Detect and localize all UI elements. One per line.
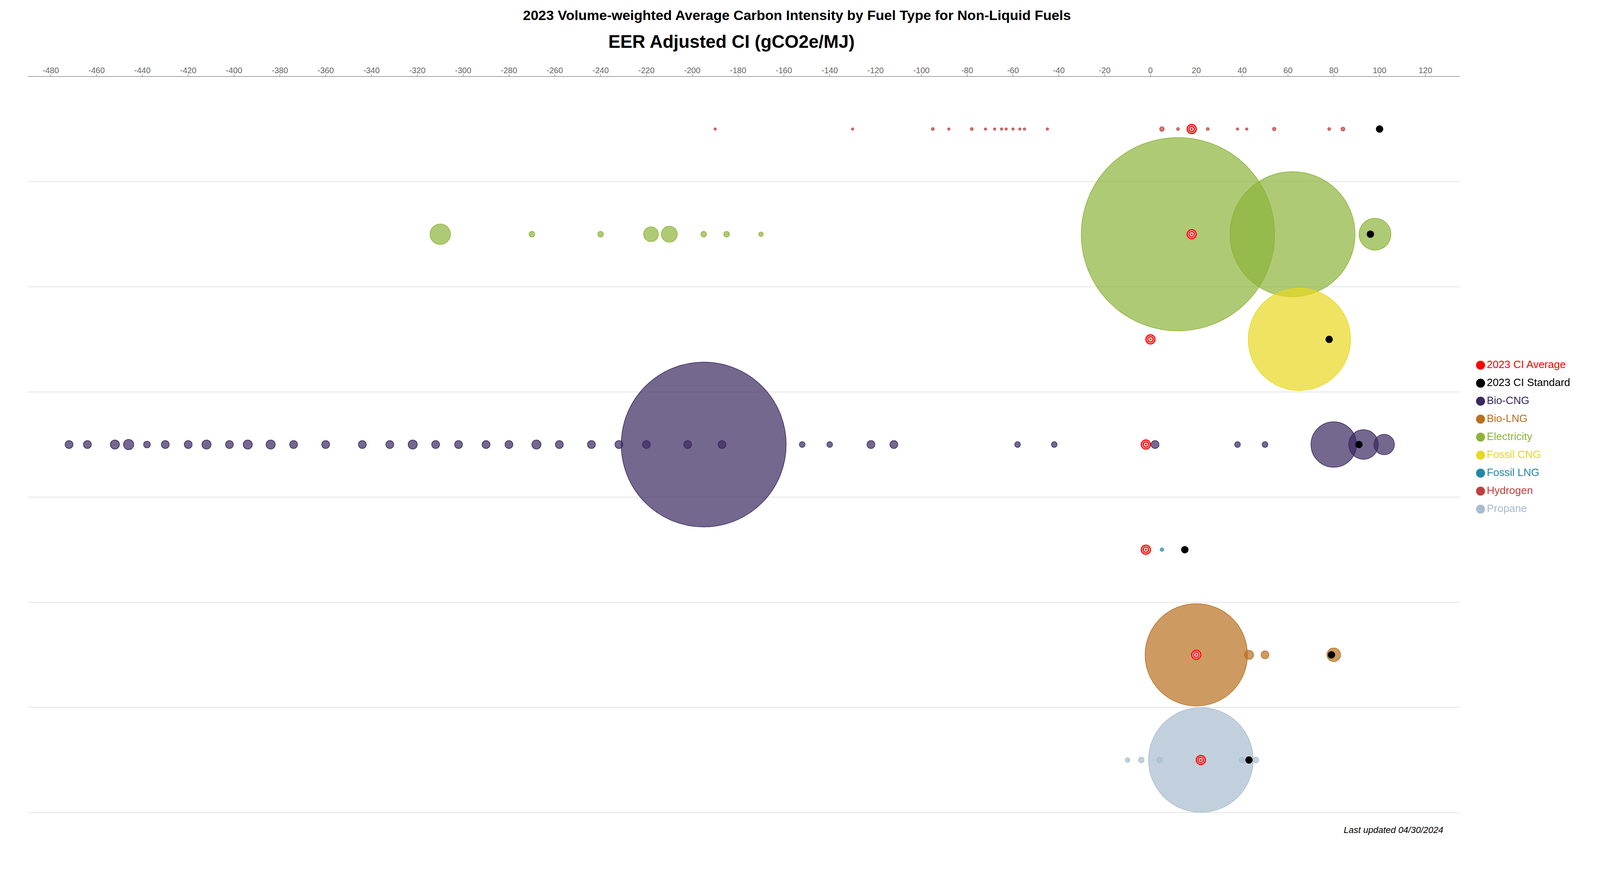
html-text:EER Adjusted CI (gCO2e/MJ): EER Adjusted CI (gCO2e/MJ): [608, 31, 855, 52]
svg-text:-280: -280: [500, 65, 518, 75]
svg-text:-480: -480: [42, 65, 59, 75]
svg-text:-340: -340: [363, 65, 380, 75]
svg-text:-100: -100: [913, 65, 930, 75]
html-text:Electricity: Electricity: [1486, 430, 1533, 443]
svg-text:-440: -440: [134, 65, 151, 75]
html-text:Fossil LNG: Fossil LNG: [1486, 466, 1540, 479]
svg-text:-80: -80: [961, 65, 974, 75]
html-text:Bio-CNG: Bio-CNG: [1486, 394, 1530, 407]
svg-text:-240: -240: [592, 65, 609, 75]
html-text:2023 CI Standard: 2023 CI Standard: [1486, 376, 1571, 389]
svg-text:-60: -60: [1007, 65, 1020, 75]
svg-text:20: 20: [1191, 65, 1201, 75]
svg-text:-260: -260: [546, 65, 563, 75]
svg-text:-380: -380: [271, 65, 289, 75]
svg-text:-140: -140: [821, 65, 838, 75]
svg-text:120: 120: [1418, 65, 1432, 75]
html-text:Fossil CNG: Fossil CNG: [1486, 448, 1542, 461]
svg-text:40: 40: [1237, 65, 1247, 75]
svg-text:-420: -420: [180, 65, 197, 75]
svg-text:-120: -120: [867, 65, 884, 75]
svg-text:-300: -300: [454, 65, 472, 75]
svg-text:60: 60: [1283, 65, 1293, 75]
html-text:Propane: Propane: [1486, 502, 1527, 515]
svg-text:-400: -400: [225, 65, 243, 75]
svg-text:-360: -360: [317, 65, 334, 75]
svg-text:-160: -160: [775, 65, 793, 75]
svg-text:-20: -20: [1098, 65, 1111, 75]
svg-text:-320: -320: [409, 65, 426, 75]
html-text:Last updated 04/30/2024: Last updated 04/30/2024: [1343, 825, 1444, 836]
svg-text:-40: -40: [1053, 65, 1065, 75]
html-text:Hydrogen: Hydrogen: [1486, 484, 1533, 497]
svg-text:-220: -220: [638, 65, 655, 75]
svg-text:100: 100: [1372, 65, 1387, 75]
html-text:2023 Volume-weighted Average C: 2023 Volume-weighted Average Carbon Inte…: [522, 7, 1071, 23]
svg-text:0: 0: [1148, 65, 1153, 75]
html-text:2023 CI Average: 2023 CI Average: [1486, 358, 1566, 371]
svg-text:-180: -180: [729, 65, 747, 75]
svg-text:-460: -460: [88, 65, 105, 75]
svg-text:-200: -200: [684, 65, 701, 75]
html-text:Bio-LNG: Bio-LNG: [1486, 412, 1528, 425]
svg-text:80: 80: [1329, 65, 1339, 75]
